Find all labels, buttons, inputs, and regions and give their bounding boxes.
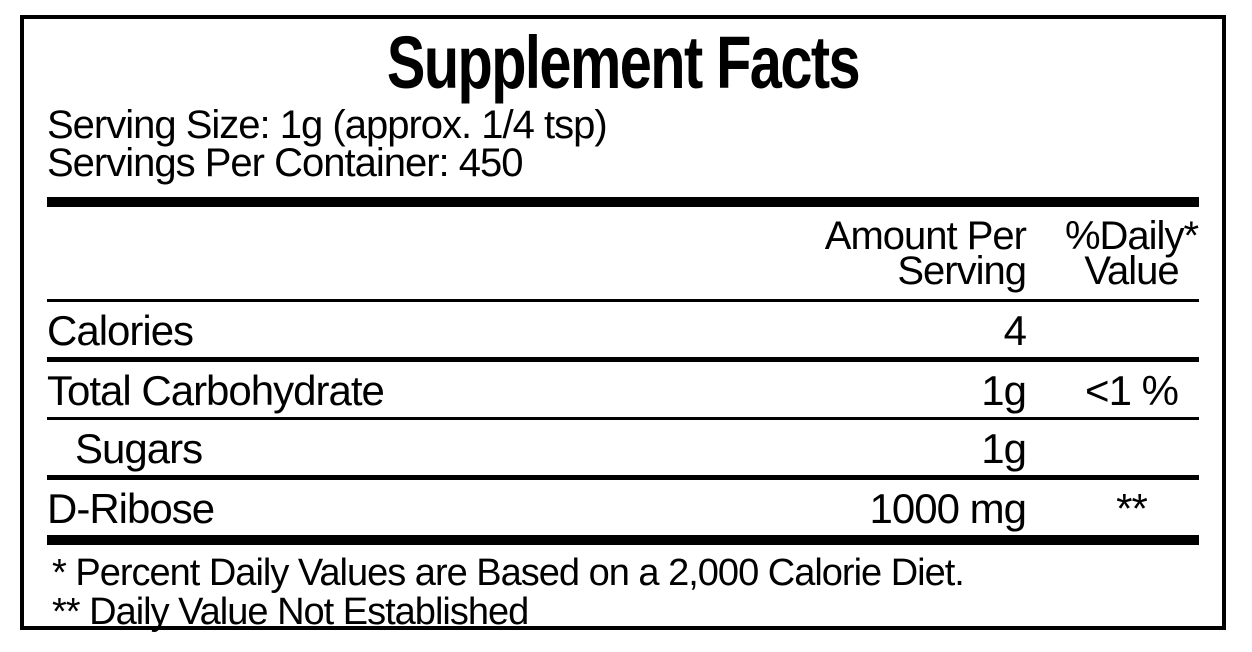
servings-per-container: Servings Per Container: 450 [47,141,524,185]
serving-size: Serving Size: 1g (approx. 1/4 tsp) [47,103,608,147]
row-total-carbohydrate: Total Carbohydrate 1g <1 % [47,362,1199,420]
footnotes: * Percent Daily Values are Based on a 2,… [47,554,1199,632]
supplement-facts-label: Supplement Facts Serving Size: 1g (appro… [20,15,1226,632]
nutrient-amount: 1g [981,425,1027,472]
nutrient-dv: <1 % [1085,367,1179,414]
nutrient-dv: ** [1116,485,1148,532]
nutrient-name: D-Ribose [47,485,215,532]
footnote-daily-value-basis: * Percent Daily Values are Based on a 2,… [52,552,965,594]
dv-header-line1: %Daily* [1064,214,1199,258]
serving-info: Serving Size: 1g (approx. 1/4 tsp) Servi… [47,103,1199,185]
row-sugars: Sugars 1g [47,420,1199,480]
column-header-row: Amount Per Serving %Daily* Value [47,207,1199,302]
amount-per-serving-header: Amount Per Serving [766,214,1027,293]
nutrient-name: Sugars [75,425,203,472]
amount-header-line2: Serving [897,249,1027,293]
nutrient-amount: 4 [1003,307,1027,354]
nutrient-amount: 1000 mg [869,485,1027,532]
footnote-not-established: ** Daily Value Not Established [52,591,529,633]
label-title: Supplement Facts [386,21,861,104]
amount-header-line1: Amount Per [824,214,1027,258]
nutrient-amount: 1g [981,367,1027,414]
dv-header-line2: Value [1084,249,1179,293]
row-calories: Calories 4 [47,302,1199,362]
nutrient-name: Calories [47,307,194,354]
row-d-ribose: D-Ribose 1000 mg ** [47,480,1199,545]
nutrient-name: Total Carbohydrate [47,367,385,414]
divider-thick-top [47,197,1199,207]
percent-daily-value-header: %Daily* Value [1026,214,1199,293]
